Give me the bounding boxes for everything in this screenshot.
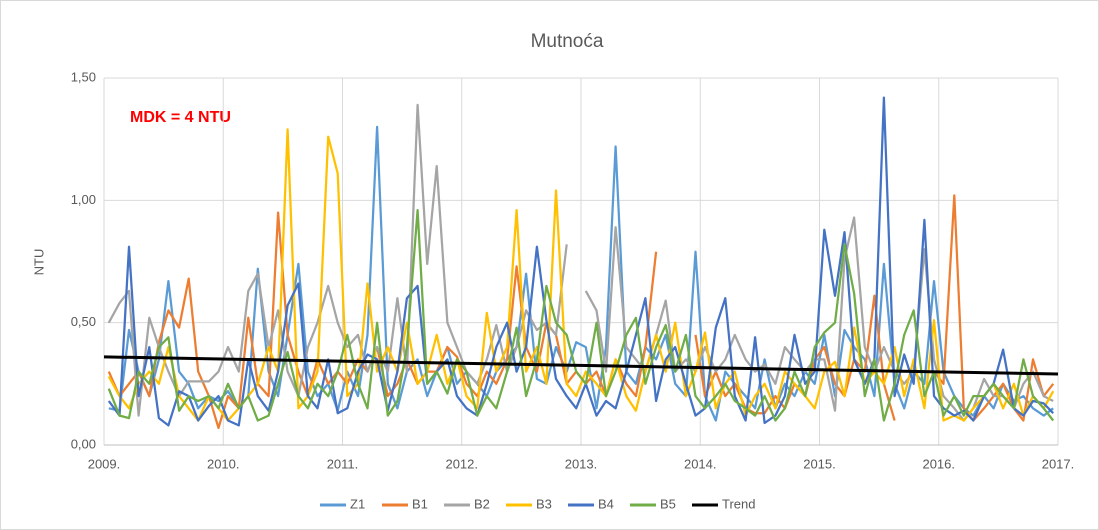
x-tick-label: 2011. [327,456,359,471]
legend-label: B1 [412,496,428,511]
series-line [107,103,1054,422]
x-tick-label: 2017. [1042,456,1075,471]
y-tick-label: 0,50 [71,314,96,329]
series-line [107,128,1055,422]
series-line [103,355,1059,376]
x-tick-label: 2009. [88,456,121,471]
x-tick-label: 2015. [803,456,836,471]
legend-label: B4 [598,496,614,511]
legend-label: B3 [536,496,552,511]
y-tick-label: 0,00 [71,436,96,451]
x-tick-label: 2012. [445,456,478,471]
y-axis-label: NTU [31,249,46,276]
legend-label: Z1 [350,496,365,511]
series-line [107,208,1055,422]
x-tick-label: 2016. [922,456,955,471]
legend-label: Trend [722,496,755,511]
chart-title: Mutnoća [531,31,604,52]
x-tick-label: 2010. [207,456,240,471]
annotation: MDK = 4 NTU [130,109,231,126]
x-tick-label: 2014. [684,456,717,471]
x-tick-label: 2013. [565,456,598,471]
legend-label: B5 [660,496,676,511]
series-line [107,96,1055,427]
y-tick-label: 1,00 [71,192,96,207]
legend-label: B2 [474,496,490,511]
y-tick-label: 1,50 [71,69,96,84]
